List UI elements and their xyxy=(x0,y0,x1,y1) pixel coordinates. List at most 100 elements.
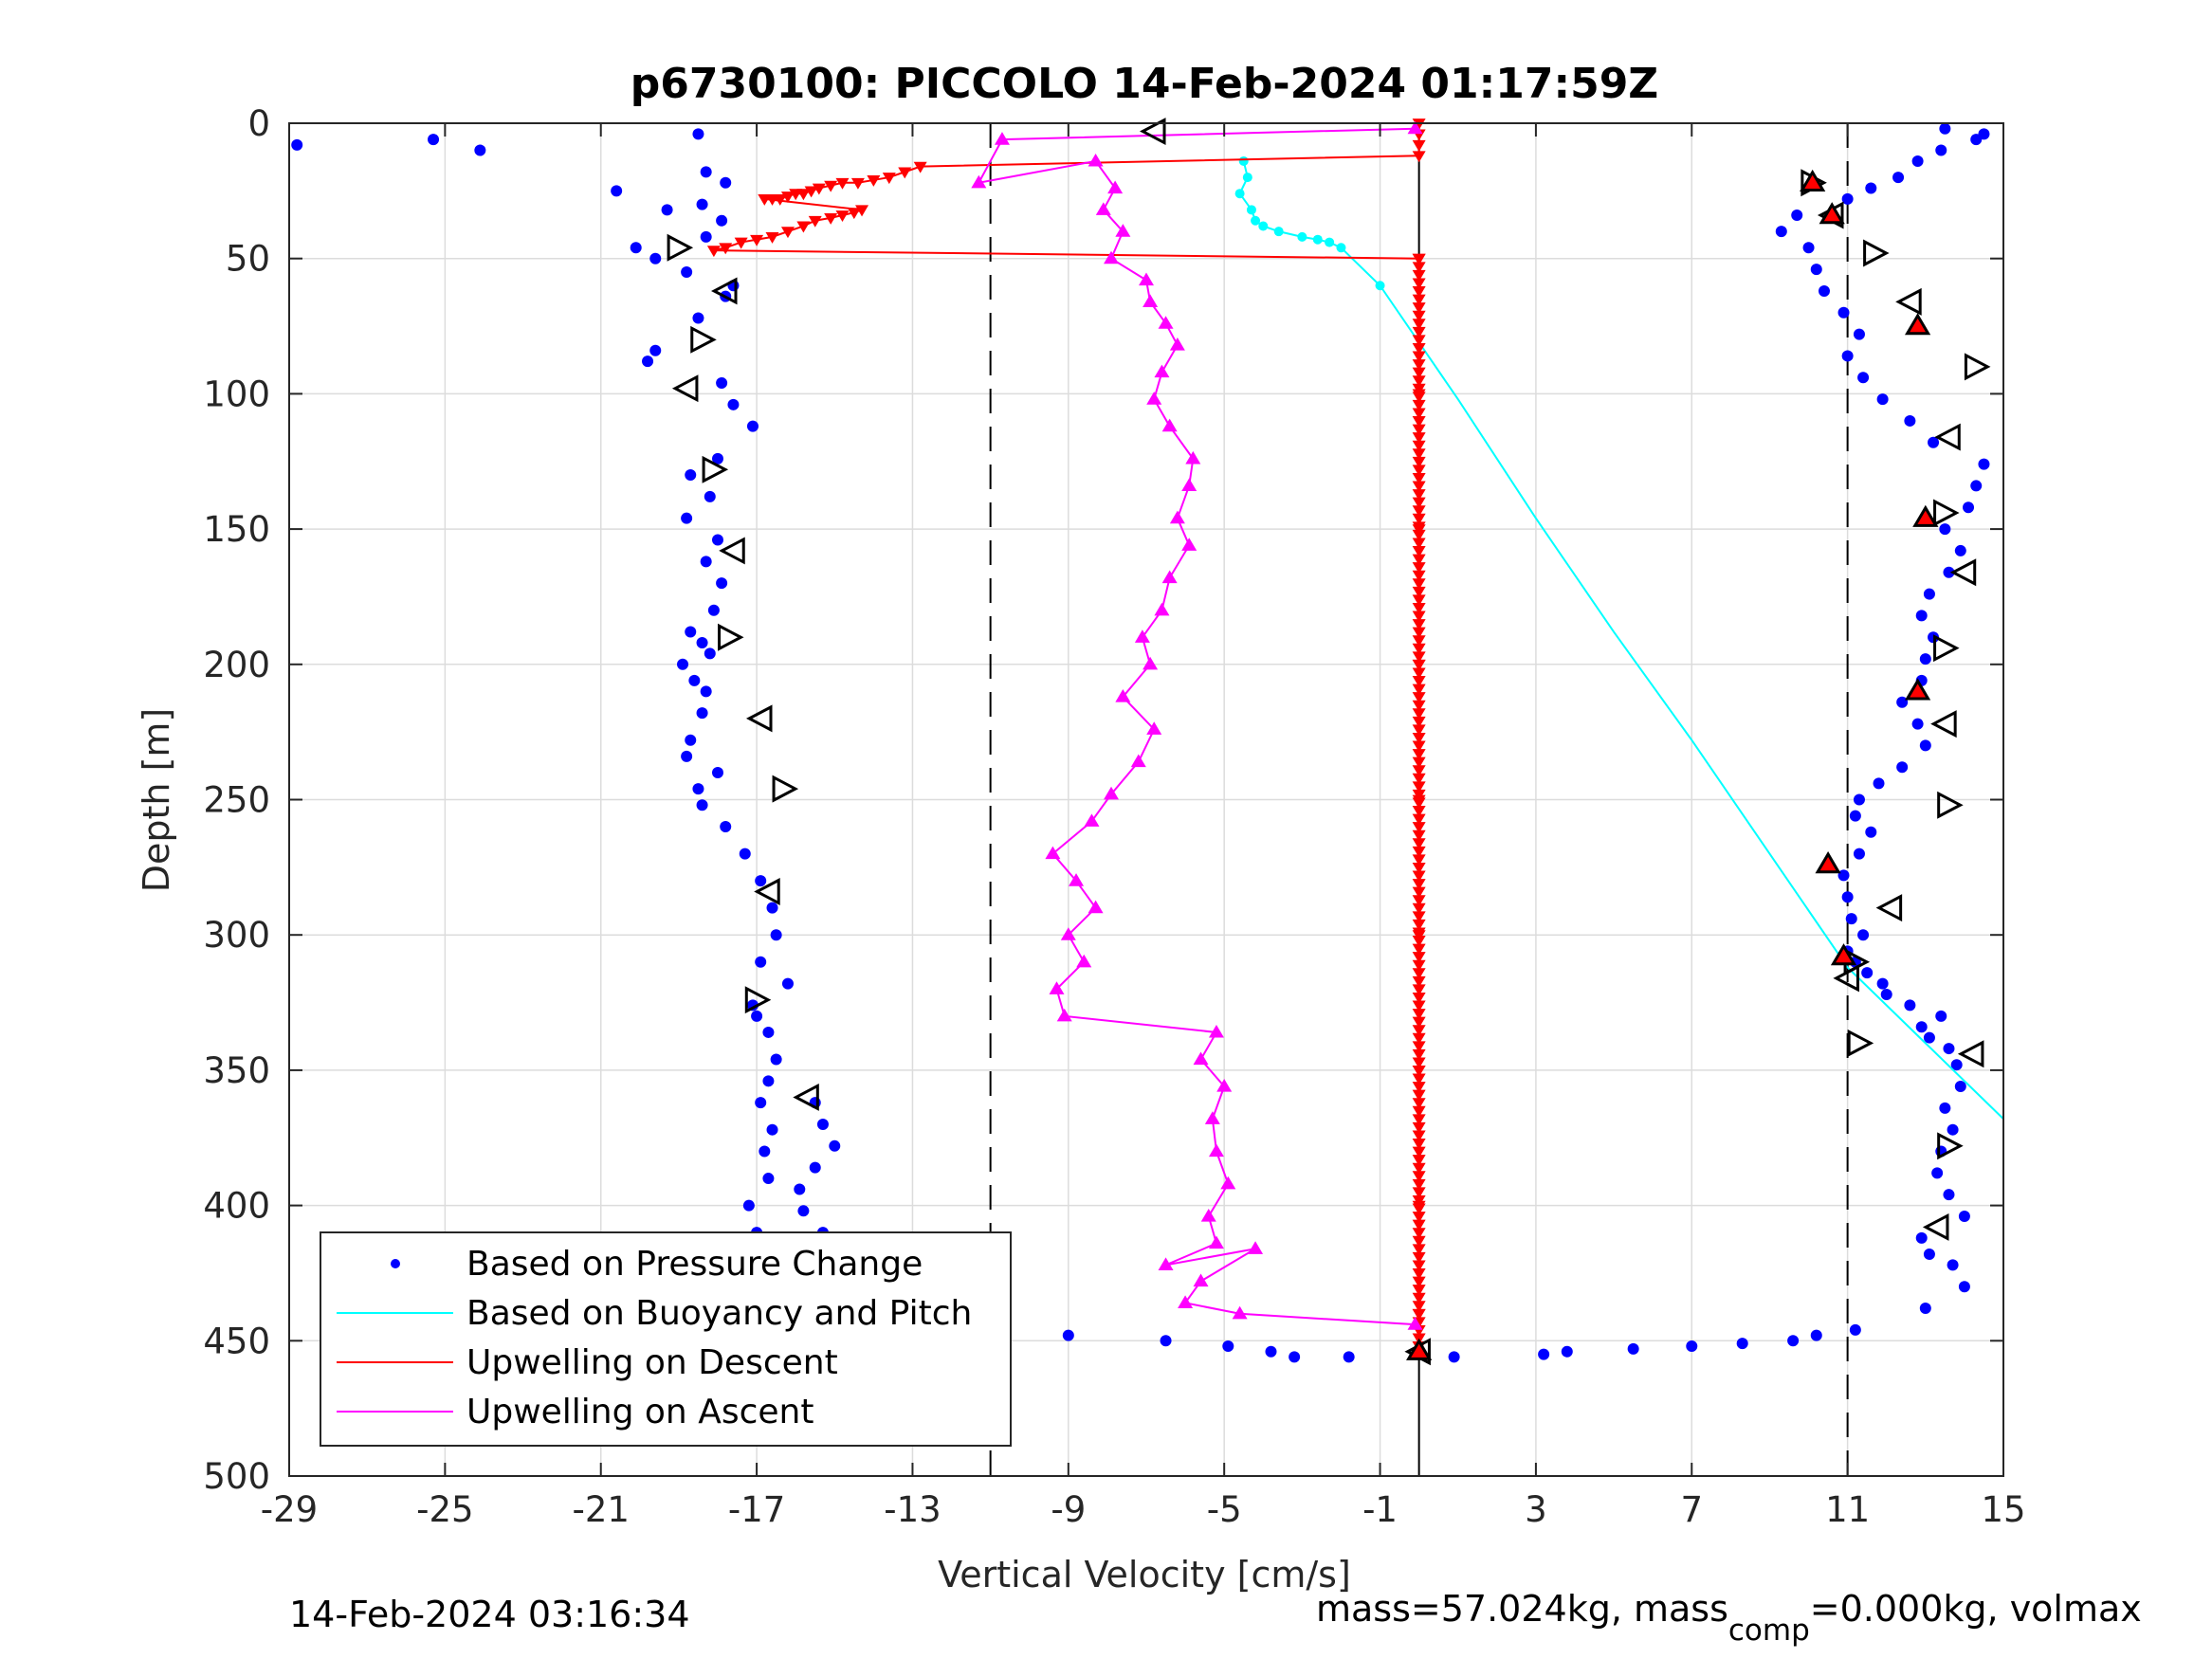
descent-upwelling-point xyxy=(1412,294,1426,306)
direction-marker xyxy=(1930,710,1957,738)
pressure-change-point xyxy=(1849,810,1861,822)
descent-upwelling-point xyxy=(1412,602,1426,614)
ascent-upwelling-point xyxy=(1204,1111,1220,1124)
descent-upwelling-point xyxy=(1412,1048,1426,1061)
pressure-change-point xyxy=(1837,306,1850,319)
pressure-change-point xyxy=(755,956,767,968)
pressure-change-point xyxy=(696,198,708,210)
ascent-upwelling-point xyxy=(1154,602,1170,616)
descent-upwelling-point xyxy=(1412,448,1426,461)
direction-marker xyxy=(1863,239,1890,267)
direction-marker xyxy=(1933,499,1960,527)
pressure-change-point xyxy=(681,265,693,278)
descent-upwelling-point xyxy=(835,177,850,190)
descent-upwelling-point xyxy=(1412,635,1426,647)
pressure-change-point xyxy=(1978,128,1990,140)
pressure-change-point xyxy=(1954,544,1966,556)
x-tick-label: 3 xyxy=(1525,1489,1547,1530)
descent-upwelling-point xyxy=(1412,1130,1426,1142)
pressure-change-point xyxy=(755,1097,767,1109)
descent-upwelling-point xyxy=(1412,1244,1426,1256)
descent-upwelling-point xyxy=(1412,992,1426,1004)
pressure-change-point xyxy=(716,577,728,590)
ascent-upwelling-point xyxy=(1088,153,1104,167)
pressure-change-point xyxy=(742,1199,755,1212)
descent-upwelling-point xyxy=(1412,319,1426,331)
pressure-change-point xyxy=(766,902,778,914)
descent-upwelling-point xyxy=(1412,1203,1426,1215)
pressure-change-point xyxy=(1911,155,1924,167)
pressure-change-point xyxy=(1919,653,1931,665)
descent-upwelling-point xyxy=(796,221,811,233)
direction-marker xyxy=(1833,964,1859,993)
descent-upwelling-point xyxy=(1412,700,1426,712)
ascent-upwelling-point xyxy=(1208,1235,1224,1249)
descent-upwelling-point xyxy=(1412,586,1426,598)
ascent-upwelling-point xyxy=(1220,1176,1236,1190)
descent-upwelling-point xyxy=(847,208,861,220)
pressure-change-point xyxy=(1686,1340,1698,1353)
descent-upwelling-point xyxy=(1412,627,1426,639)
pressure-change-point xyxy=(1448,1351,1460,1363)
legend-label: Upwelling on Descent xyxy=(466,1343,838,1382)
pressure-change-point xyxy=(1919,739,1931,752)
pressure-change-point xyxy=(1915,610,1928,622)
pressure-change-point xyxy=(681,512,693,524)
descent-upwelling-point xyxy=(1412,269,1426,282)
pressure-change-point xyxy=(692,312,704,324)
pressure-change-point xyxy=(700,166,712,178)
direction-marker xyxy=(1934,423,1961,451)
descent-upwelling-point xyxy=(1412,643,1426,655)
pressure-change-point xyxy=(704,647,716,660)
pressure-change-point xyxy=(746,420,759,432)
descent-upwelling-point xyxy=(1412,1057,1426,1069)
descent-upwelling-point xyxy=(1412,659,1426,671)
pressure-change-point xyxy=(1861,967,1874,979)
y-tick-label: 350 xyxy=(203,1050,270,1091)
pressure-change-point xyxy=(1343,1351,1355,1363)
descent-upwelling-point xyxy=(1412,302,1426,315)
pressure-change-point xyxy=(816,1118,829,1130)
x-axis-label: Vertical Velocity [cm/s] xyxy=(938,1554,1351,1595)
pressure-change-point xyxy=(1289,1351,1301,1363)
descent-upwelling-point xyxy=(780,227,795,239)
x-tick-label: -17 xyxy=(728,1489,785,1530)
ascent-upwelling-point xyxy=(1248,1241,1264,1254)
ascent-upwelling-point xyxy=(1088,900,1104,914)
descent-upwelling-point xyxy=(1412,902,1426,915)
descent-upwelling-point xyxy=(1412,781,1426,793)
pressure-change-point xyxy=(681,750,693,762)
pressure-change-point xyxy=(1222,1340,1234,1353)
pressure-change-point xyxy=(685,469,697,482)
ascent-upwelling-point xyxy=(1208,1143,1224,1158)
pressure-change-point xyxy=(1802,242,1815,254)
descent-upwelling-point xyxy=(1412,456,1426,468)
descent-upwelling-point xyxy=(1412,408,1426,420)
direction-marker xyxy=(1922,1212,1949,1241)
footer-mass-subscript: comp xyxy=(1728,1613,1810,1648)
descent-upwelling-point xyxy=(1412,757,1426,769)
pressure-change-point xyxy=(712,534,723,546)
pressure-change-point xyxy=(291,138,303,151)
pressure-change-point xyxy=(1947,1259,1959,1271)
pressure-change-point xyxy=(770,1053,782,1066)
pressure-change-point xyxy=(797,1205,810,1217)
ascent-upwelling-point xyxy=(1169,337,1185,351)
pressure-change-point xyxy=(1943,566,1955,578)
pressure-change-point xyxy=(712,452,723,465)
ascent-upwelling-point xyxy=(1158,316,1174,329)
descent-upwelling-point xyxy=(1412,619,1426,630)
descent-upwelling-point xyxy=(1412,765,1426,777)
pressure-change-point xyxy=(1923,588,1935,600)
pressure-change-point xyxy=(707,604,720,616)
descent-upwelling-point xyxy=(1412,870,1426,883)
series-group xyxy=(971,120,1423,1330)
pressure-change-point xyxy=(755,875,767,887)
descent-upwelling-point xyxy=(1412,1235,1426,1248)
pressure-change-point xyxy=(1919,1303,1931,1315)
descent-upwelling-point xyxy=(1412,936,1426,947)
series-group xyxy=(706,118,1426,1354)
pressure-change-point xyxy=(1970,480,1983,492)
x-tick-label: -9 xyxy=(1051,1489,1086,1530)
pressure-change-point xyxy=(794,1183,806,1195)
